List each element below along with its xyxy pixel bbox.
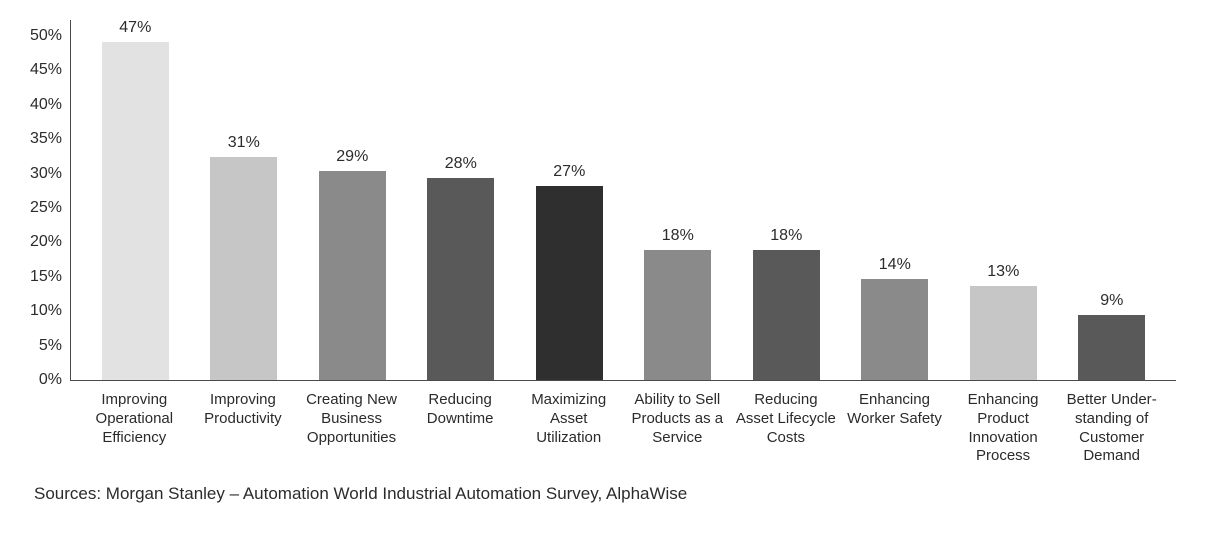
x-axis-category-label: Ability to Sell Products as a Service bbox=[623, 391, 732, 466]
y-tick-label: 45% bbox=[30, 62, 62, 78]
bar: 28% bbox=[407, 20, 516, 380]
bar-rect bbox=[536, 186, 603, 380]
y-tick-label: 5% bbox=[39, 338, 62, 354]
bar-rect bbox=[319, 171, 386, 380]
bar: 9% bbox=[1058, 20, 1167, 380]
y-tick-label: 35% bbox=[30, 131, 62, 147]
bar: 13% bbox=[949, 20, 1058, 380]
x-axis-category-label: Creating New Business Opportuni­ties bbox=[297, 391, 406, 466]
bar-rect bbox=[1078, 315, 1145, 380]
x-axis-labels: Improving Operational EfficiencyImprovin… bbox=[70, 391, 1176, 466]
source-citation: Sources: Morgan Stanley – Automation Wor… bbox=[30, 484, 1176, 504]
bar-value-label: 31% bbox=[228, 135, 260, 151]
y-tick-label: 15% bbox=[30, 269, 62, 285]
bar-value-label: 14% bbox=[879, 257, 911, 273]
bar-rect bbox=[753, 250, 820, 380]
plot-region: 47% 31% 29% 28% 27% 18% 18% 14% 13% 9% bbox=[70, 20, 1176, 381]
bar-rect bbox=[210, 157, 277, 380]
bar-rect bbox=[970, 286, 1037, 380]
y-tick-label: 0% bbox=[39, 372, 62, 388]
bar-value-label: 29% bbox=[336, 149, 368, 165]
y-tick-label: 10% bbox=[30, 303, 62, 319]
bar-rect bbox=[427, 178, 494, 380]
x-axis-category-label: Improving Productivity bbox=[189, 391, 298, 466]
y-tick-label: 25% bbox=[30, 200, 62, 216]
y-axis: 50%45%40%35%30%25%20%15%10%5%0% bbox=[30, 20, 70, 380]
y-tick-label: 40% bbox=[30, 97, 62, 113]
bar-rect bbox=[102, 42, 169, 380]
bar: 18% bbox=[624, 20, 733, 380]
x-axis-category-label: Enhancing Product Innovation Process bbox=[949, 391, 1058, 466]
bar-value-label: 9% bbox=[1100, 293, 1123, 309]
bar-rect bbox=[644, 250, 711, 380]
bar: 27% bbox=[515, 20, 624, 380]
y-tick-label: 30% bbox=[30, 166, 62, 182]
bar-value-label: 27% bbox=[553, 164, 585, 180]
bar-value-label: 18% bbox=[662, 228, 694, 244]
bars-container: 47% 31% 29% 28% 27% 18% 18% 14% 13% 9% bbox=[71, 20, 1176, 380]
chart-plot-area: 50%45%40%35%30%25%20%15%10%5%0% 47%31%29… bbox=[30, 20, 1176, 381]
bar-value-label: 18% bbox=[770, 228, 802, 244]
y-tick-label: 50% bbox=[30, 28, 62, 44]
bar: 14% bbox=[841, 20, 950, 380]
bar-value-label: 13% bbox=[987, 264, 1019, 280]
bar-value-label: 47% bbox=[119, 20, 151, 36]
bar-chart: 50% 45% 40% 35% 30% 25% 20% 15% 10% 5% 0% 47% 31% 29… bbox=[0, 0, 1206, 560]
y-tick-label: 20% bbox=[30, 234, 62, 250]
x-axis-category-label: Better Under­standing of Customer Demand bbox=[1057, 391, 1166, 466]
x-axis-category-label: Maximizing Asset Utilization bbox=[514, 391, 623, 466]
x-axis-category-label: Reducing Downtime bbox=[406, 391, 515, 466]
bar-rect bbox=[861, 279, 928, 380]
x-axis-category-label: Improving Operational Efficiency bbox=[80, 391, 189, 466]
bar-value-label: 28% bbox=[445, 156, 477, 172]
bar: 47% bbox=[81, 20, 190, 380]
x-axis-category-label: Enhancing Worker Safety bbox=[840, 391, 949, 466]
x-axis-category-label: Reducing Asset Lifecycle Costs bbox=[732, 391, 841, 466]
bar: 29% bbox=[298, 20, 407, 380]
bar: 31% bbox=[190, 20, 299, 380]
bar: 18% bbox=[732, 20, 841, 380]
